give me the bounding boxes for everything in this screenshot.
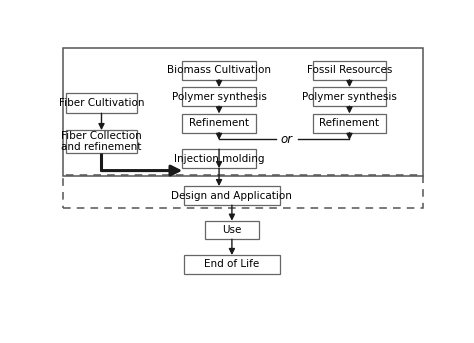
Bar [205,221,258,239]
Text: Use: Use [222,225,242,235]
Text: Injection molding: Injection molding [174,154,264,164]
Bar [63,175,423,208]
Text: Polymer synthesis: Polymer synthesis [302,92,397,102]
Text: Biomass Cultivation: Biomass Cultivation [167,65,271,75]
Bar [313,61,386,80]
Text: or: or [281,133,293,146]
Bar [313,114,386,132]
Text: Fiber Collection
and refinement: Fiber Collection and refinement [61,131,142,152]
Bar [313,87,386,106]
Bar [63,48,423,176]
Bar [184,255,280,274]
Text: Fiber Cultivation: Fiber Cultivation [59,98,144,108]
Bar [182,87,256,106]
Text: Refinement: Refinement [189,118,249,128]
Bar [66,130,137,153]
Bar [182,114,256,132]
Bar [182,61,256,80]
Text: Polymer synthesis: Polymer synthesis [172,92,266,102]
Bar [66,93,137,113]
Text: Fossil Resources: Fossil Resources [307,65,392,75]
Text: End of Life: End of Life [204,259,260,269]
Bar [184,186,280,205]
Bar [182,149,256,168]
Text: Design and Application: Design and Application [172,191,292,201]
Text: Refinement: Refinement [319,118,380,128]
